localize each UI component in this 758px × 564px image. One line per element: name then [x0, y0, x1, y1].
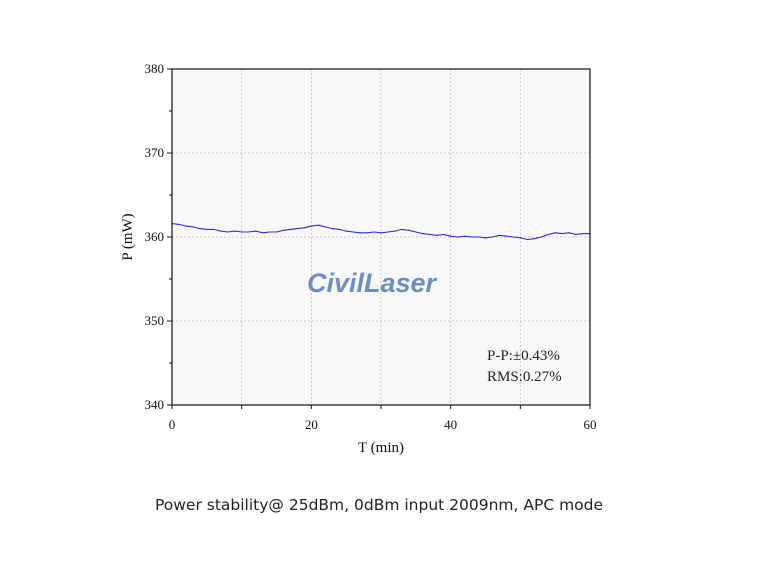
x-axis-label: T (min)	[358, 440, 404, 456]
y-tick-label: 380	[145, 61, 165, 76]
data-point	[457, 236, 459, 238]
data-point	[310, 225, 312, 227]
data-point	[366, 232, 368, 234]
data-point	[199, 228, 201, 230]
data-point	[282, 229, 285, 231]
data-point	[394, 230, 396, 232]
data-point	[227, 231, 229, 233]
data-point	[255, 230, 257, 232]
data-point	[533, 238, 535, 240]
y-tick-label: 360	[145, 229, 165, 244]
data-point	[387, 231, 389, 233]
data-point	[561, 233, 563, 235]
data-point	[380, 232, 382, 234]
data-point	[275, 231, 278, 233]
data-point	[568, 232, 570, 234]
data-point	[331, 228, 333, 230]
data-point	[554, 232, 556, 234]
data-point	[206, 228, 208, 231]
data-point	[324, 226, 326, 228]
data-point	[220, 230, 222, 232]
data-point	[345, 230, 347, 232]
data-point	[582, 233, 584, 235]
x-tick-label: 20	[305, 417, 318, 432]
data-point	[352, 231, 354, 233]
data-point	[477, 236, 480, 238]
y-tick-label: 340	[145, 397, 165, 412]
data-point	[234, 230, 236, 232]
data-point	[185, 225, 187, 227]
data-point	[241, 231, 243, 233]
data-point	[213, 228, 215, 231]
data-point	[422, 233, 424, 235]
data-point	[373, 231, 375, 233]
data-point	[505, 235, 507, 237]
x-tick-label: 60	[584, 417, 597, 432]
data-point	[338, 228, 340, 231]
x-tick-label: 0	[169, 417, 176, 432]
data-point	[526, 238, 528, 241]
data-point	[443, 233, 445, 236]
data-point	[408, 229, 410, 231]
data-point	[268, 231, 271, 233]
data-point	[178, 223, 180, 225]
data-point	[484, 237, 487, 239]
data-point	[317, 224, 319, 226]
data-point	[289, 228, 292, 231]
data-point	[470, 236, 473, 238]
data-point	[464, 235, 466, 237]
watermark-logo: CivilLaser	[307, 268, 438, 298]
data-point	[415, 231, 417, 233]
y-axis-label: P (mW)	[120, 213, 136, 260]
data-point	[192, 226, 194, 228]
y-tick-label: 350	[145, 313, 165, 328]
figure-caption: Power stability@ 25dBm, 0dBm input 2009n…	[154, 496, 604, 514]
annotation-rms: RMS:0.27%	[487, 369, 562, 385]
data-point	[303, 227, 305, 229]
data-point	[429, 233, 431, 236]
data-point	[436, 234, 438, 236]
data-point	[519, 237, 521, 239]
data-point	[575, 233, 577, 236]
data-point	[359, 232, 361, 234]
data-point	[491, 236, 494, 238]
x-tick-label: 40	[444, 417, 457, 432]
data-point	[540, 236, 542, 238]
data-point	[296, 228, 298, 230]
data-point	[401, 228, 403, 231]
data-point	[512, 236, 514, 238]
data-point	[450, 235, 452, 237]
data-point	[547, 233, 549, 236]
y-tick-label: 370	[145, 145, 165, 160]
data-point	[261, 232, 264, 234]
data-point	[248, 231, 250, 233]
annotation-peak-to-peak: P-P:±0.43%	[487, 348, 560, 364]
data-point	[498, 234, 501, 236]
